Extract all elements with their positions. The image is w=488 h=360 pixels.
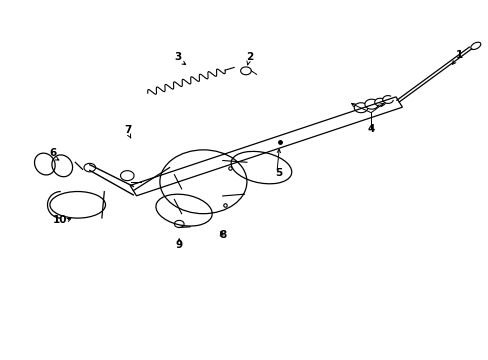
Text: 2: 2 [245,52,252,62]
Text: 6: 6 [49,148,56,158]
Text: 5: 5 [275,168,283,178]
Text: 3: 3 [174,52,182,62]
Text: 4: 4 [366,124,374,134]
Text: 1: 1 [455,50,462,60]
Text: 8: 8 [219,230,226,240]
Text: 7: 7 [123,125,131,135]
Text: 10: 10 [53,215,67,225]
Text: 9: 9 [175,240,183,250]
